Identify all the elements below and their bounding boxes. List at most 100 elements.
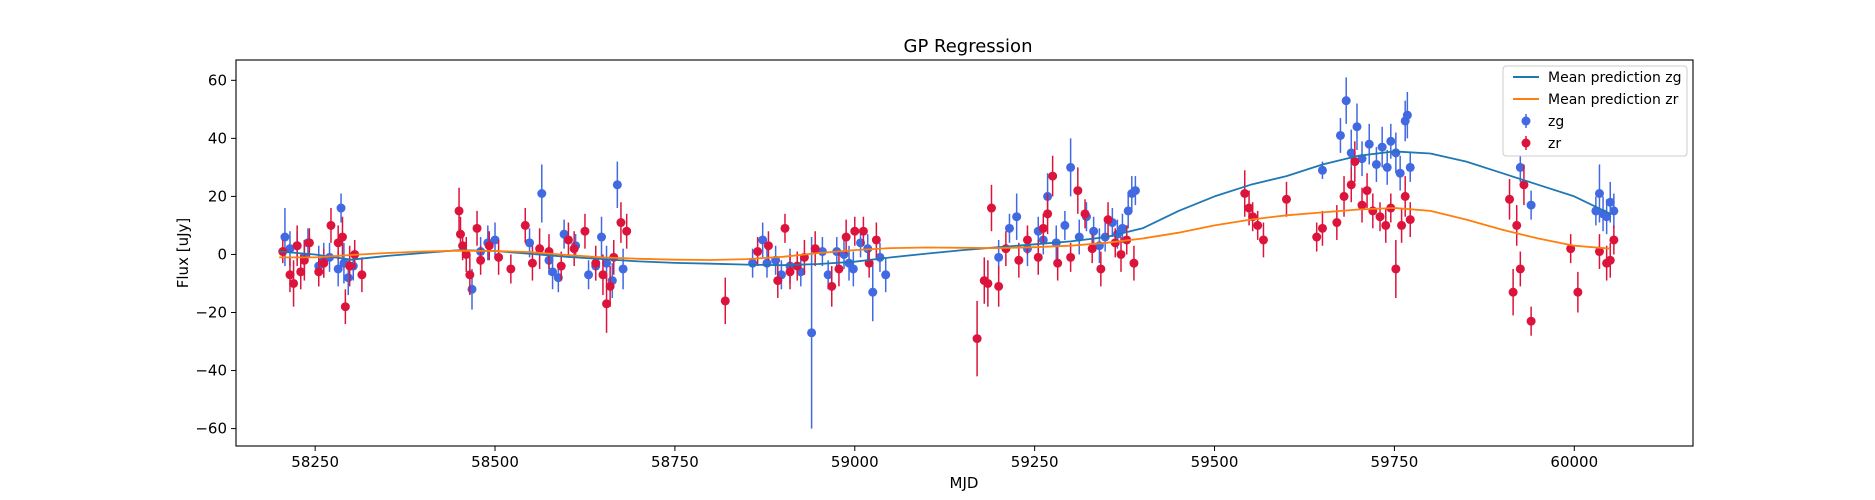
x-tick-label: 58750 (651, 453, 699, 471)
zr-point (1350, 157, 1360, 167)
x-tick-label: 60000 (1550, 453, 1598, 471)
zg-point (1386, 136, 1396, 146)
zg-point (584, 270, 594, 280)
zr-point (285, 270, 295, 280)
zr-point (296, 267, 306, 277)
zg-point (1395, 168, 1405, 178)
zg-point (1391, 148, 1401, 158)
x-tick-label: 58250 (291, 453, 339, 471)
zg-point (748, 258, 758, 268)
zr-point (1116, 249, 1126, 259)
zr-point (1053, 258, 1063, 268)
zg-point (1346, 148, 1356, 158)
zg-point (602, 258, 612, 268)
zr-point (986, 203, 996, 213)
zr-point (1073, 186, 1083, 196)
zr-point (455, 229, 465, 239)
zr-point (1129, 258, 1139, 268)
zr-point (1391, 264, 1401, 274)
zr-point (1362, 186, 1372, 196)
zg-point (1317, 165, 1327, 175)
zr-point (1512, 220, 1522, 230)
mean-zr-line (279, 207, 1611, 261)
zr-point (289, 278, 299, 288)
zr-point (1566, 244, 1576, 254)
zg-point (618, 264, 628, 274)
zg-point (1352, 122, 1362, 132)
zr-point (858, 226, 868, 236)
zr-point (472, 223, 482, 233)
zr-point (1253, 220, 1263, 230)
zr-point (1400, 191, 1410, 201)
zr-point (1609, 235, 1619, 245)
zr-point (763, 241, 773, 251)
zg-point (280, 232, 290, 242)
zr-point (1014, 255, 1024, 265)
zr-point (1103, 215, 1113, 225)
y-tick-label: −40 (195, 362, 227, 380)
zr-point (506, 264, 516, 274)
y-axis-label: Flux [uJy] (174, 218, 192, 288)
zr-point (605, 281, 615, 291)
zr-point (1043, 209, 1053, 219)
zg-point (1371, 159, 1381, 169)
zr-point (720, 296, 730, 306)
zg-point (1335, 130, 1345, 140)
zr-point (484, 241, 494, 251)
zr-point (871, 235, 881, 245)
x-tick-label: 58500 (471, 453, 519, 471)
zr-point (773, 276, 783, 286)
zg-point (597, 232, 607, 242)
zg-point (525, 238, 535, 248)
zg-point (333, 264, 343, 274)
zg-point (881, 270, 891, 280)
zg-point (1341, 96, 1351, 106)
x-tick-label: 59000 (831, 453, 879, 471)
zr-point (1332, 218, 1342, 228)
zr-point (1357, 200, 1367, 210)
zg-point (548, 267, 558, 277)
zr-point (580, 226, 590, 236)
zg-point (285, 244, 295, 254)
zr-point (1087, 244, 1097, 254)
zr-point (292, 241, 302, 251)
zg-point (762, 258, 772, 268)
y-tick-label: 20 (208, 187, 227, 205)
zr-point (972, 334, 982, 344)
zr-point (314, 267, 324, 277)
series-zr (278, 141, 1619, 377)
zr-point (598, 270, 608, 280)
zr-point (465, 270, 475, 280)
zr-point (994, 281, 1004, 291)
zr-point (345, 261, 355, 271)
zr-point (780, 223, 790, 233)
y-tick-label: −20 (195, 303, 227, 321)
legend-box (1502, 65, 1688, 157)
zr-point (785, 267, 795, 277)
zr-point (1066, 252, 1076, 262)
zr-point (319, 258, 329, 268)
zr-point (340, 302, 350, 312)
zr-point (1519, 180, 1529, 190)
legend-swatch-zg (1521, 114, 1531, 128)
zg-point (1609, 206, 1619, 216)
zg-point (823, 270, 833, 280)
zr-point (983, 278, 993, 288)
zr-point (1346, 180, 1356, 190)
zg-point (1012, 212, 1022, 222)
zg-point (1130, 186, 1140, 196)
zr-point (476, 255, 486, 265)
legend-label-zg: zg (1548, 114, 1564, 130)
legend-label-zr: zr (1548, 136, 1561, 152)
y-tick-label: 0 (217, 245, 227, 263)
zr-point (1368, 206, 1378, 216)
zg-point (612, 180, 622, 190)
zr-point (1038, 223, 1048, 233)
y-tick-label: 60 (208, 71, 227, 89)
tick-layer: 58250 58500 58750 59000 59250 59500 59750 60000… (195, 71, 1598, 471)
zg-point (537, 189, 547, 199)
zr-point (834, 264, 844, 274)
zg-point (1060, 220, 1070, 230)
y-tick-label: −60 (195, 420, 227, 438)
